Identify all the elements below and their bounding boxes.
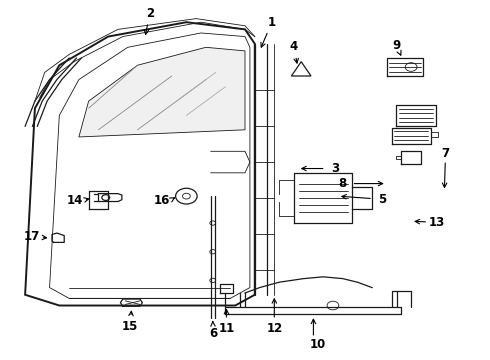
Text: 13: 13 (429, 216, 445, 229)
Text: 10: 10 (310, 338, 326, 351)
Circle shape (210, 278, 216, 283)
Text: 7: 7 (441, 147, 449, 159)
Text: 11: 11 (219, 322, 235, 335)
Text: 6: 6 (209, 327, 218, 340)
Text: 1: 1 (268, 16, 276, 29)
Text: 14: 14 (67, 194, 83, 207)
Text: 5: 5 (378, 193, 386, 206)
Text: 4: 4 (290, 40, 298, 53)
Text: 15: 15 (122, 320, 138, 333)
Text: 3: 3 (331, 162, 340, 175)
Text: 2: 2 (146, 7, 154, 20)
Text: 8: 8 (339, 177, 347, 190)
Polygon shape (79, 47, 245, 137)
Circle shape (210, 221, 216, 225)
Text: 17: 17 (24, 230, 40, 243)
Circle shape (210, 249, 216, 254)
Text: 9: 9 (392, 39, 401, 52)
Text: 12: 12 (266, 322, 282, 335)
Text: 16: 16 (154, 194, 170, 207)
